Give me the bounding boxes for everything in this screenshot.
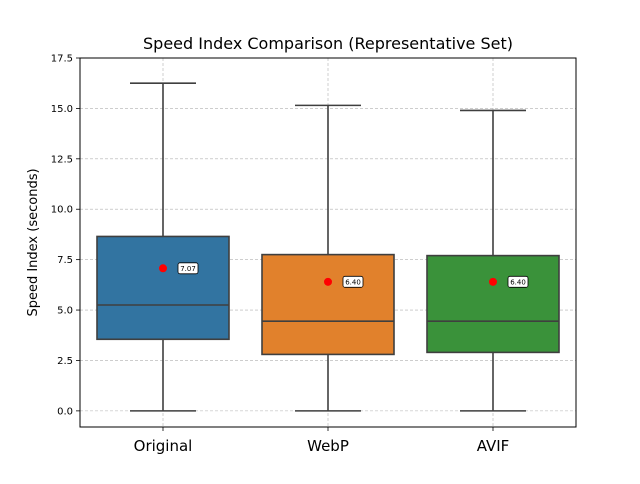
chart-title: Speed Index Comparison (Representative S…: [143, 34, 513, 53]
mean-label-box: [507, 275, 529, 288]
box-layer: 7.07 6.40 6.40: [96, 82, 560, 412]
x-tick-label: WebP: [307, 437, 349, 455]
y-tick-label: 0.0: [57, 406, 73, 417]
box-webp: 6.40: [261, 104, 395, 412]
y-tick-label: 17.5: [51, 54, 73, 65]
iqr-box: [96, 235, 230, 341]
mean-marker: [159, 264, 167, 273]
y-tick-label: 7.5: [57, 255, 73, 266]
mean-label: 6.40: [510, 278, 526, 286]
y-tick-label: 12.5: [51, 154, 73, 165]
y-tick-label: 15.0: [51, 104, 73, 115]
axis-layer: 0.0 2.5 5.0 7.5 10.0 12.5 15.0 17.5 Original WebP…: [51, 54, 510, 456]
y-tick-label: 2.5: [57, 356, 73, 367]
iqr-box: [426, 254, 560, 354]
y-tick-label: 5.0: [57, 306, 73, 317]
y-tick-label: 10.0: [51, 205, 73, 216]
x-tick-label: Original: [134, 437, 193, 455]
iqr-box: [261, 253, 395, 356]
y-axis-label: Speed Index (seconds): [26, 168, 41, 316]
mean-label: 7.07: [180, 265, 196, 273]
mean-label-box: [177, 262, 199, 275]
box-original: 7.07: [96, 82, 230, 412]
box-avif: 6.40: [426, 109, 560, 412]
x-tick-label: AVIF: [477, 437, 510, 455]
mean-marker: [489, 277, 497, 286]
mean-label: 6.40: [345, 278, 361, 286]
mean-marker: [324, 277, 332, 286]
mean-label-box: [342, 275, 364, 288]
